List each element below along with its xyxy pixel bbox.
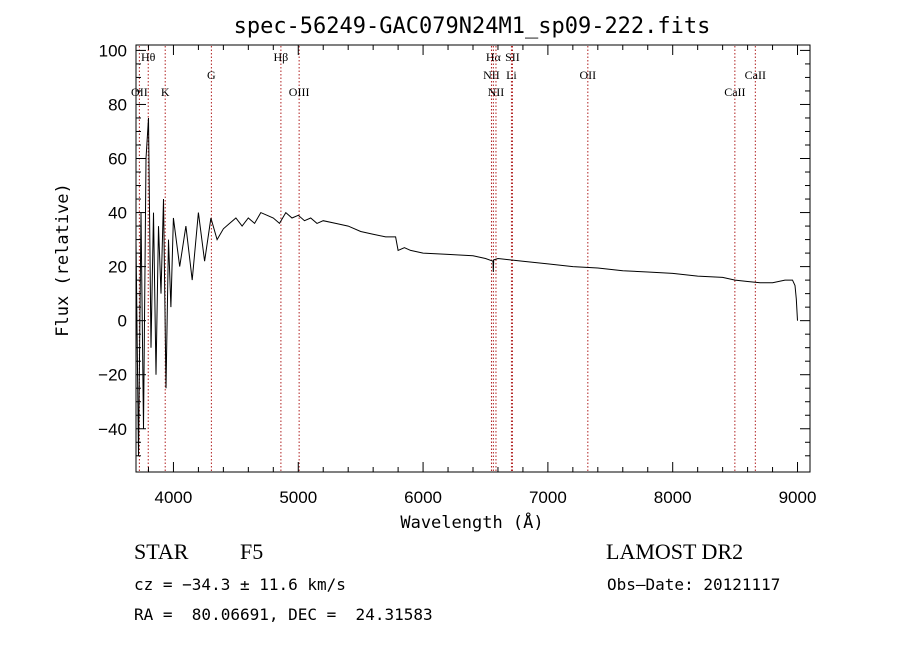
x-tick-label: 8000 [654,488,692,507]
y-tick-label: −40 [98,420,127,439]
redshift-cz: cz = −34.3 ± 11.6 km/s [134,575,346,594]
chart-title: spec-56249-GAC079N24M1_sp09-222.fits [234,14,711,39]
y-tick-label: 40 [108,204,127,223]
ra-dec-coordinates: RA = 80.06691, DEC = 24.31583 [134,605,433,624]
spectral-line-label: OII [579,68,596,82]
x-axis-label: Wavelength (Å) [400,511,543,533]
spectral-line-label: CaII [745,68,766,82]
y-tick-label: 100 [99,41,127,60]
x-tick-label: 6000 [404,488,442,507]
y-tick-labels: 100 80 60 40 20 0 −20 −40 [98,41,127,438]
x-tick-label: 9000 [779,488,817,507]
spectral-line-label: G [207,68,216,82]
spectral-line-label: SII [505,50,520,64]
observation-date: Obs–Date: 20121117 [607,575,781,594]
spectral-line-label: Hβ [274,50,289,64]
x-tick-label: 4000 [155,488,193,507]
y-tick-label: 60 [108,150,127,169]
spectral-line-label: NII [488,85,505,99]
object-class: STAR [134,539,189,564]
spectral-line-label: OIII [289,85,310,99]
axis-ticks [136,45,810,472]
spectral-line-label: Hθ [141,50,156,64]
spectral-line-label: Li [506,68,517,82]
plot-frame [135,44,811,473]
spectral-line-label: Hα [486,50,502,64]
x-tick-label: 7000 [529,488,567,507]
x-tick-labels: 4000 5000 6000 7000 8000 9000 [155,488,817,507]
spectral-line-label: OII [131,85,148,99]
y-axis-label: Flux (relative) [53,183,73,337]
x-tick-label: 5000 [279,488,317,507]
spectral-line-label: K [161,85,170,99]
y-tick-label: 20 [108,258,127,277]
spectral-line-label: NII [483,68,500,82]
spectrum-series [135,117,798,456]
y-tick-label: −20 [98,366,127,385]
survey-name: LAMOST DR2 [606,539,744,564]
object-subclass: F5 [240,539,264,564]
y-tick-label: 0 [118,312,127,331]
spectral-line-label: CaII [724,85,745,99]
y-tick-label: 80 [108,95,127,114]
